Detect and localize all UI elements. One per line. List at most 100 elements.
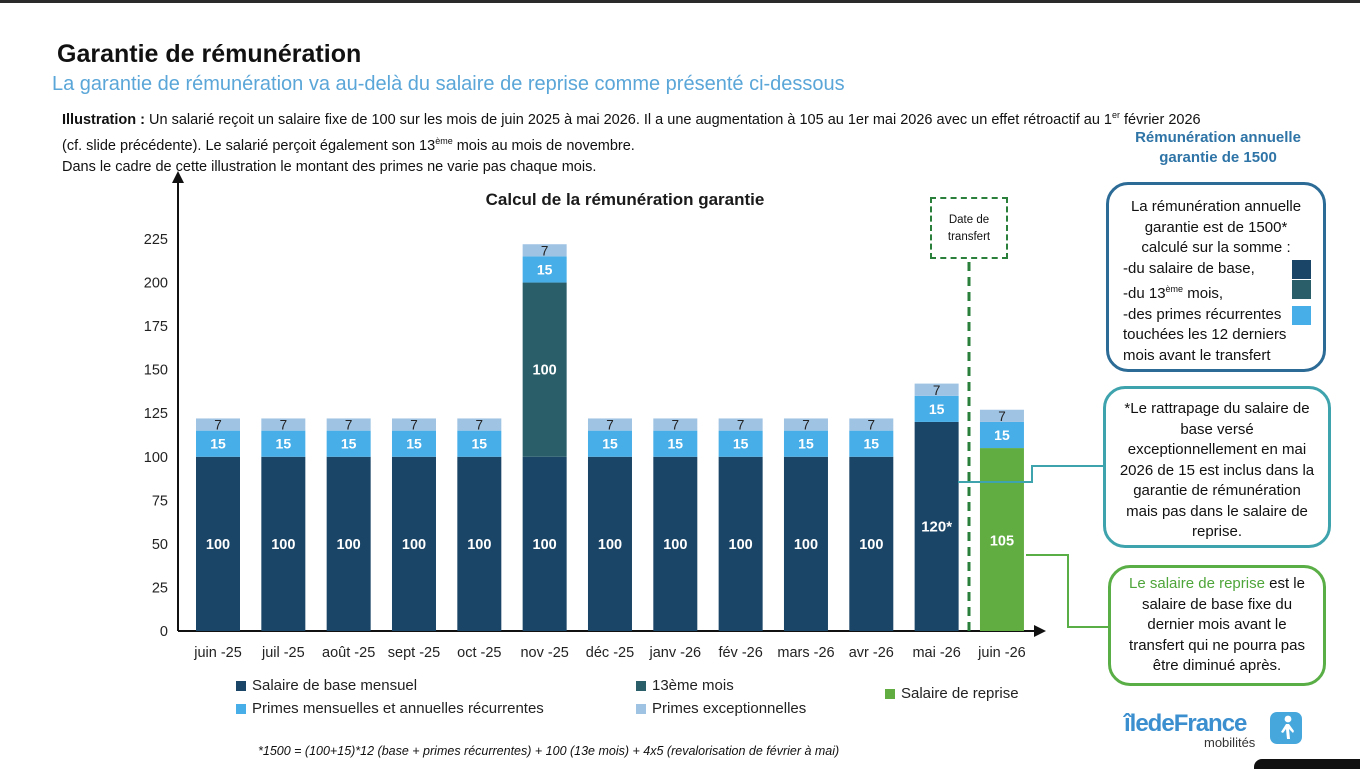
transfer-date-line-2: transfert <box>947 231 991 243</box>
data-label-exceptional: 7 <box>410 418 418 433</box>
x-tick-label: oct -25 <box>457 645 501 661</box>
bar-primes_recurrentes <box>326 430 371 457</box>
page-title: Garantie de rémunération <box>57 40 362 68</box>
guarantee-item-13th: -du 13ème mois, <box>1123 279 1311 305</box>
data-label-base: 100 <box>271 537 295 553</box>
idf-mobilites-logo: îledeFrance mobilités <box>1124 710 1302 750</box>
data-label-reprise: 105 <box>990 533 1014 549</box>
bar-primes_exceptionnelles <box>849 418 894 431</box>
data-label-exceptional: 7 <box>998 409 1006 424</box>
data-label-base: 120* <box>921 518 952 535</box>
data-label-primes: 15 <box>537 261 553 277</box>
footnote: *1500 = (100+15)*12 (base + primes récur… <box>258 744 840 758</box>
data-label-exceptional: 7 <box>737 418 745 433</box>
data-label-primes: 15 <box>341 436 357 452</box>
y-tick-label: 0 <box>160 624 168 640</box>
data-label-primes: 15 <box>210 436 226 452</box>
legend-item-primes: Primes mensuelles et annuelles récurrent… <box>236 700 544 717</box>
legend-label-primes: Primes mensuelles et annuelles récurrent… <box>252 700 544 717</box>
bar-base <box>457 456 502 631</box>
transfer-date-line-1: Date de <box>948 214 990 226</box>
data-label-base: 100 <box>729 537 753 553</box>
x-tick-label: mai -26 <box>912 645 960 661</box>
y-tick-label: 125 <box>144 406 168 422</box>
data-label-base: 100 <box>337 537 361 553</box>
bar-base <box>261 456 306 631</box>
data-label-base: 100 <box>794 537 818 553</box>
bar-base <box>391 456 436 631</box>
catch-up-connector <box>958 465 1103 483</box>
data-label-exceptional: 7 <box>933 383 941 398</box>
13th-month-swatch <box>1292 280 1311 299</box>
x-tick-label: juin -25 <box>193 645 242 661</box>
bar-base <box>783 456 828 631</box>
annual-guarantee-title-line-2: garantie de 1500 <box>1159 149 1277 166</box>
y-tick-label: 50 <box>152 537 168 553</box>
bar-primes_exceptionnelles <box>653 418 698 431</box>
guarantee-item-base: -du salaire de base, <box>1123 259 1311 280</box>
bar-primes_recurrentes <box>718 430 763 457</box>
data-label-exceptional: 7 <box>345 418 353 433</box>
guarantee-item-13th-b: mois, <box>1183 285 1224 302</box>
chart-title: Calcul de la rémunération garantie <box>485 190 765 209</box>
bar-primes_recurrentes <box>391 430 436 457</box>
legend-swatch-exceptional <box>636 703 646 714</box>
data-label-exceptional: 7 <box>868 418 876 433</box>
illustration-line-1b: février 2026 <box>1120 111 1201 128</box>
illustration-sup-1: er <box>1111 110 1120 120</box>
illustration-line-3: Dans le cadre de cette illustration le m… <box>62 158 597 175</box>
illustration-line-2b: mois au mois de novembre. <box>452 137 635 154</box>
data-label-primes: 15 <box>798 436 814 452</box>
reprise-connector <box>1026 554 1108 628</box>
x-tick-label: janv -26 <box>649 645 702 661</box>
bar-primes_exceptionnelles <box>979 409 1024 422</box>
legend-label-13th: 13ème mois <box>652 677 734 694</box>
bar-base <box>196 456 240 631</box>
x-tick-label: avr -26 <box>849 645 894 661</box>
x-tick-label: fév -26 <box>718 645 762 661</box>
data-label-primes: 15 <box>406 436 422 452</box>
illustration-line-2a: (cf. slide précédente). Le salarié perço… <box>62 137 436 154</box>
x-tick-label: sept -25 <box>388 645 440 661</box>
data-label-primes: 15 <box>994 427 1010 443</box>
guarantee-box-head: La rémunération annuelle garantie est de… <box>1130 198 1302 256</box>
guarantee-item-13th-a: -du 13 <box>1123 285 1166 302</box>
primes-swatch <box>1292 305 1311 325</box>
data-label-primes: 15 <box>864 436 880 452</box>
reprise-salary-box: Le salaire de reprise est le salaire de … <box>1108 565 1326 686</box>
legend-swatch-base <box>236 680 246 691</box>
bar-primes_recurrentes <box>979 421 1024 449</box>
data-label-exceptional: 7 <box>802 418 810 433</box>
annual-guarantee-title-line-1: Rémunération annuelle <box>1135 129 1301 146</box>
x-tick-label: nov -25 <box>520 645 568 661</box>
y-axis-arrow <box>172 171 184 183</box>
bar-base <box>587 456 632 631</box>
legend-label-base: Salaire de base mensuel <box>252 677 418 694</box>
data-label-exceptional: 7 <box>214 418 222 433</box>
data-label-primes: 15 <box>602 436 618 452</box>
base-swatch <box>1292 259 1311 279</box>
reprise-salary-text: est le salaire de base fixe du dernier m… <box>1129 575 1305 674</box>
bar-primes_recurrentes <box>522 256 567 283</box>
bar-primes_exceptionnelles <box>326 418 371 431</box>
legend-swatch-13th <box>636 680 646 691</box>
bar-primes_exceptionnelles <box>914 383 959 396</box>
data-label-exceptional: 7 <box>541 243 549 258</box>
legend-swatch-reprise <box>885 688 895 699</box>
y-tick-label: 75 <box>152 493 168 509</box>
legend-label-reprise: Salaire de reprise <box>901 685 1019 702</box>
bar-primes_exceptionnelles <box>783 418 828 431</box>
legend-label-exceptional: Primes exceptionnelles <box>652 700 807 717</box>
x-tick-label: mars -26 <box>777 645 834 661</box>
data-label-primes: 15 <box>276 436 292 452</box>
logo-sub-text: mobilités <box>1204 735 1256 750</box>
logo-main-text: îledeFrance <box>1124 710 1247 737</box>
data-label-primes: 15 <box>733 436 749 452</box>
page-subtitle: La garantie de rémunération va au-delà d… <box>52 73 845 95</box>
data-label-base: 100 <box>533 537 557 553</box>
bar-primes_recurrentes <box>914 395 959 422</box>
data-label-base: 100 <box>663 537 687 553</box>
guarantee-item-primes: -des primes récurrentes touchées les 12 … <box>1123 305 1311 367</box>
bar-treizieme <box>522 282 567 457</box>
data-label-treizieme: 100 <box>533 363 557 379</box>
